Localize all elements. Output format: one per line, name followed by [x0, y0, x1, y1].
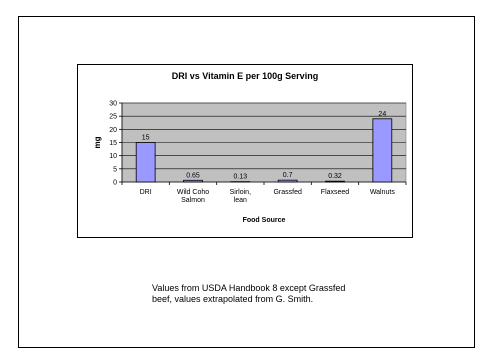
x-tick-label: Flaxseed — [321, 189, 350, 196]
x-tick-label: DRI — [140, 189, 152, 196]
caption-note: Values from USDA Handbook 8 except Grass… — [152, 283, 346, 304]
x-tick-label: Sirloin, lean — [230, 189, 251, 204]
bar — [183, 179, 203, 183]
x-axis-label: Food Source — [243, 217, 286, 224]
y-tick-label: 30 — [109, 101, 117, 108]
y-tick-label: 10 — [109, 153, 117, 160]
data-label: 24 — [378, 111, 386, 118]
y-tick-label: 20 — [109, 127, 117, 134]
x-tick-label: Walnuts — [370, 189, 396, 196]
bar — [372, 118, 393, 183]
chart-title: DRI vs Vitamin E per 100g Serving — [171, 71, 319, 81]
data-label: 0.13 — [234, 174, 248, 181]
y-tick-label: 5 — [113, 166, 117, 173]
y-tick-label: 15 — [109, 140, 117, 147]
bar — [135, 142, 156, 183]
data-label: 15 — [142, 135, 150, 142]
x-tick-label: Wild Coho Salmon — [177, 189, 209, 204]
slide-frame — [18, 16, 475, 348]
y-axis-label: mg — [93, 136, 102, 148]
bar-chart: 0 5 10 15 20 25 30 15 DRI 0.65 Wild Coho Salmon 0.13… — [93, 101, 407, 224]
y-tick-label: 25 — [109, 114, 117, 121]
data-label: 0.7 — [283, 172, 293, 179]
chart-frame: DRI vs Vitamin E per 100g Serving 0 5 10 15… — [77, 64, 413, 238]
x-tick-label: Grassfed — [273, 189, 302, 196]
bar — [325, 180, 345, 183]
y-tick-label: 0 — [113, 180, 117, 187]
data-label: 0.32 — [328, 173, 342, 180]
bar — [277, 179, 298, 183]
data-label: 0.65 — [186, 172, 200, 179]
